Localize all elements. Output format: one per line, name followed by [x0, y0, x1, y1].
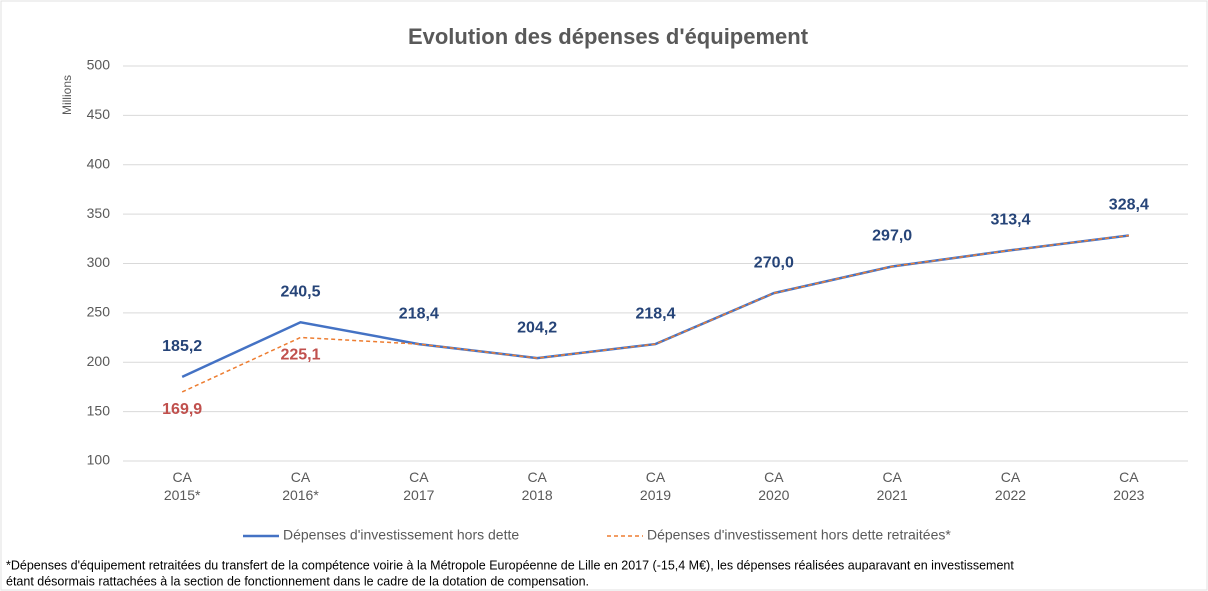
x-tick-label: CA 2019 — [640, 469, 671, 503]
legend-label: Dépenses d'investissement hors dette — [283, 527, 519, 543]
chart-title: Evolution des dépenses d'équipement — [408, 24, 809, 49]
data-label: 328,4 — [1109, 197, 1149, 214]
y-tick-label: 400 — [87, 155, 111, 171]
legend-label: Dépenses d'investissement hors dette ret… — [647, 527, 951, 543]
x-tick-label: CA 2018 — [522, 469, 553, 503]
data-label: 313,4 — [990, 211, 1030, 228]
series-line — [181, 234, 1129, 378]
data-label: 225,1 — [280, 347, 320, 364]
footnote: étant désormais rattachées à la section … — [6, 574, 589, 588]
x-tick-label: CA 2015* — [164, 469, 201, 503]
x-tick-label: CA 2023 — [1113, 469, 1144, 503]
data-label: 240,5 — [280, 283, 320, 300]
y-tick-label: 300 — [87, 254, 111, 270]
y-axis-label: Millions — [60, 75, 74, 115]
x-tick-label: CA 2016* — [282, 469, 319, 503]
x-tick-label: CA 2021 — [877, 469, 908, 503]
data-label: 185,2 — [162, 338, 202, 355]
series-line — [181, 234, 1129, 393]
x-tick-label: CA 2020 — [758, 469, 789, 503]
y-tick-label: 450 — [87, 106, 111, 122]
data-label: 169,9 — [162, 401, 202, 418]
x-tick-label: CA 2017 — [403, 469, 434, 503]
y-tick-label: 500 — [87, 57, 111, 73]
y-tick-label: 200 — [87, 353, 111, 369]
y-tick-label: 150 — [87, 402, 111, 418]
data-label: 297,0 — [872, 228, 912, 245]
data-label: 204,2 — [517, 319, 557, 336]
x-tick-label: CA 2022 — [995, 469, 1026, 503]
y-tick-label: 100 — [87, 452, 111, 468]
data-label: 218,4 — [635, 305, 675, 322]
footnote: *Dépenses d'équipement retraitées du tra… — [6, 558, 1014, 572]
data-label: 218,4 — [399, 305, 439, 322]
y-tick-label: 250 — [87, 304, 111, 320]
data-label: 270,0 — [754, 254, 794, 271]
y-tick-label: 350 — [87, 205, 111, 221]
